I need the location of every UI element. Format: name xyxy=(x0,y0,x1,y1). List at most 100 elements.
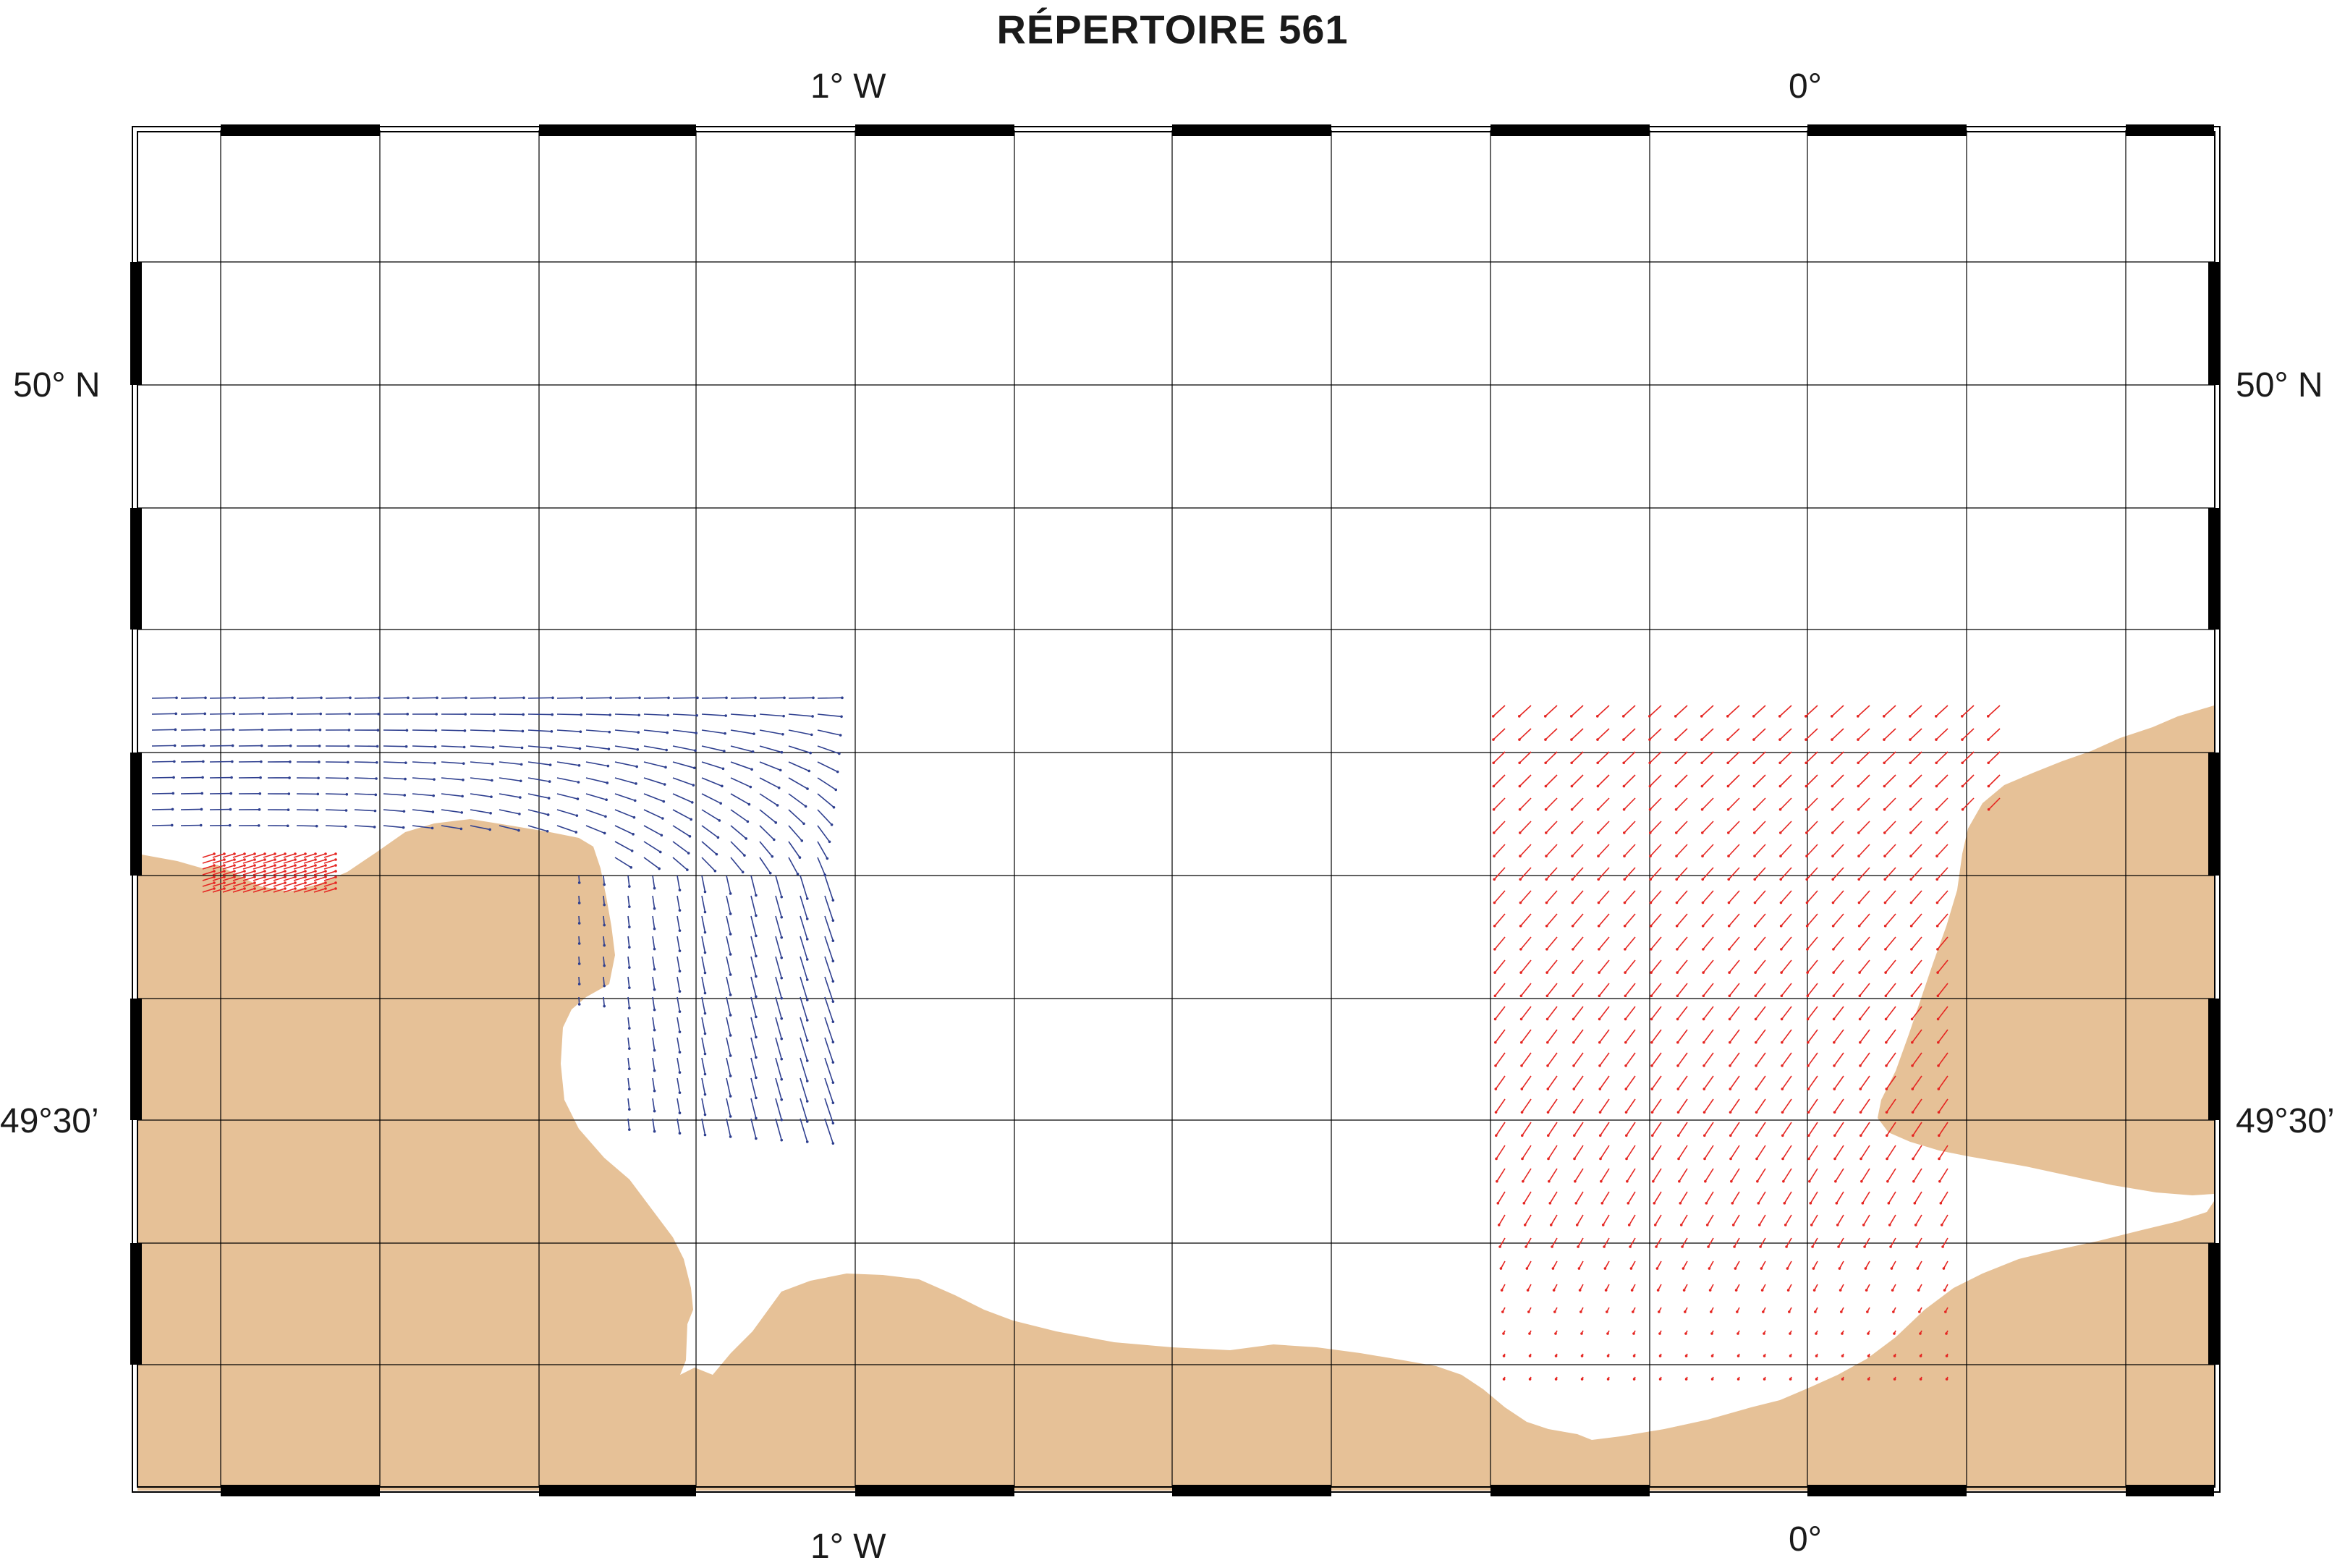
vector-arrow-red xyxy=(212,865,225,870)
vector-arrow-red-head xyxy=(1780,948,1783,951)
vector-arrow-blue-head xyxy=(811,715,814,718)
vector-arrow-red-head xyxy=(1597,878,1600,881)
vector-arrow-blue xyxy=(614,857,632,868)
vector-arrow-red xyxy=(1545,844,1558,857)
vector-arrow-blue-head xyxy=(603,923,606,927)
vector-arrow-red-head xyxy=(1597,855,1600,857)
vector-arrow-red xyxy=(1863,1214,1870,1226)
lon-label-top-0: 0° xyxy=(1789,67,1822,106)
vector-arrow-red xyxy=(1705,1191,1714,1204)
vector-arrow-red xyxy=(1572,821,1584,834)
vector-arrow-red xyxy=(1624,844,1636,857)
vector-arrow-red-head xyxy=(233,864,236,867)
vector-arrow-red-head xyxy=(1700,715,1703,718)
vector-arrow-blue-head xyxy=(174,728,177,732)
vector-arrow-blue-head xyxy=(660,834,663,837)
vector-arrow-red xyxy=(1545,890,1558,904)
vector-arrow-red xyxy=(1812,1237,1818,1247)
vector-arrow-red-head xyxy=(1760,1267,1763,1270)
vector-arrow-red xyxy=(1520,936,1532,950)
vector-arrow-red-head xyxy=(1885,1041,1888,1044)
vector-arrow-red-head xyxy=(1603,1267,1607,1270)
vector-arrow-blue xyxy=(672,745,696,752)
cotentin-peninsula xyxy=(137,819,2214,1491)
vector-arrow-blue-head xyxy=(678,1111,682,1114)
vector-arrow-red-head xyxy=(1545,831,1548,834)
vector-arrow-red-head xyxy=(1859,1111,1862,1114)
vector-arrow-red xyxy=(1807,983,1818,996)
vector-arrow-red xyxy=(1781,1098,1792,1113)
vector-arrow-blue xyxy=(585,825,606,834)
vector-arrow-red xyxy=(212,853,225,858)
vector-arrow-red xyxy=(1598,797,1610,810)
vector-arrow-red xyxy=(293,865,306,870)
vector-arrow-red xyxy=(1547,1029,1558,1043)
vector-arrow-red-head xyxy=(1494,1064,1497,1067)
vector-arrow-red xyxy=(1703,1029,1714,1043)
vector-arrow-red-head xyxy=(284,858,287,861)
vector-arrow-red-head xyxy=(314,876,317,878)
vector-arrow-red xyxy=(1604,1260,1610,1269)
vector-arrow-blue-head xyxy=(606,764,610,768)
vector-arrow-red-head xyxy=(1908,715,1912,718)
vector-arrow-red xyxy=(1577,1214,1584,1226)
vector-arrow-red xyxy=(323,888,336,893)
vector-arrow-red-head xyxy=(1778,738,1781,741)
vector-arrow-red-head xyxy=(1757,1224,1761,1226)
vector-arrow-red-head xyxy=(1632,1310,1634,1313)
vector-arrow-red xyxy=(263,859,276,864)
vector-arrow-red-head xyxy=(1649,855,1652,857)
vector-arrow-red xyxy=(1909,774,1922,787)
vector-arrow-blue xyxy=(701,996,706,1014)
vector-arrow-red xyxy=(222,870,235,876)
vector-arrow-red-head xyxy=(1912,1179,1915,1183)
vector-arrow-red-head xyxy=(1807,1134,1810,1137)
vector-arrow-red xyxy=(273,888,286,893)
vector-arrow-red xyxy=(202,870,215,876)
vector-arrow-blue xyxy=(441,809,462,813)
vector-arrow-red xyxy=(1807,1052,1818,1067)
vector-arrow-red-head xyxy=(1935,831,1938,834)
vector-arrow-red xyxy=(1597,705,1610,717)
vector-arrow-red xyxy=(1858,797,1870,810)
vector-arrow-red-head xyxy=(1606,1355,1610,1357)
vector-arrow-blue xyxy=(701,761,724,770)
vector-arrow-red-head xyxy=(1500,1289,1504,1292)
vector-arrow-blue xyxy=(627,1077,630,1090)
vector-arrow-blue-head xyxy=(831,939,835,942)
vector-arrow-red-head xyxy=(1674,738,1677,741)
vector-arrow-red-head xyxy=(1961,784,1964,788)
vector-arrow-red-head xyxy=(1650,1111,1654,1114)
vector-arrow-red-head xyxy=(1650,1134,1654,1137)
vector-arrow-red xyxy=(1780,844,1792,857)
vector-arrow-red-head xyxy=(243,887,246,890)
vector-arrow-red-head xyxy=(1624,971,1627,974)
lon-label-top-1w: 1° W xyxy=(810,67,886,106)
vector-arrow-red-head xyxy=(1831,738,1833,741)
vector-arrow-blue xyxy=(603,915,606,925)
vector-arrow-blue xyxy=(817,793,835,808)
vector-arrow-red xyxy=(1650,1006,1662,1020)
vector-arrow-red xyxy=(1809,1168,1818,1182)
vector-arrow-red xyxy=(1886,1098,1896,1113)
vector-arrow-red-head xyxy=(1650,1088,1654,1090)
vector-arrow-blue-head xyxy=(723,750,726,753)
vector-arrow-blue xyxy=(180,776,203,779)
vector-arrow-blue xyxy=(759,777,780,789)
vector-arrow-red-head xyxy=(263,870,266,873)
vector-arrow-red xyxy=(253,882,266,887)
vector-arrow-red xyxy=(1623,705,1636,717)
vector-arrow-blue-head xyxy=(696,696,699,700)
vector-arrow-red xyxy=(1782,1145,1792,1159)
vector-arrow-red-head xyxy=(1806,971,1809,974)
vector-arrow-red-head xyxy=(1911,1041,1914,1044)
vector-arrow-red-head xyxy=(1627,1224,1631,1226)
vector-arrow-blue-head xyxy=(653,1008,656,1012)
vector-arrow-blue-head xyxy=(653,947,656,951)
vector-arrow-red-head xyxy=(1549,1224,1553,1226)
vector-arrow-red xyxy=(1625,1098,1636,1113)
vector-arrow-blue xyxy=(354,777,377,779)
vector-arrow-red xyxy=(1988,774,2001,787)
vector-arrow-blue xyxy=(614,761,637,768)
vector-arrow-red-head xyxy=(304,858,307,861)
